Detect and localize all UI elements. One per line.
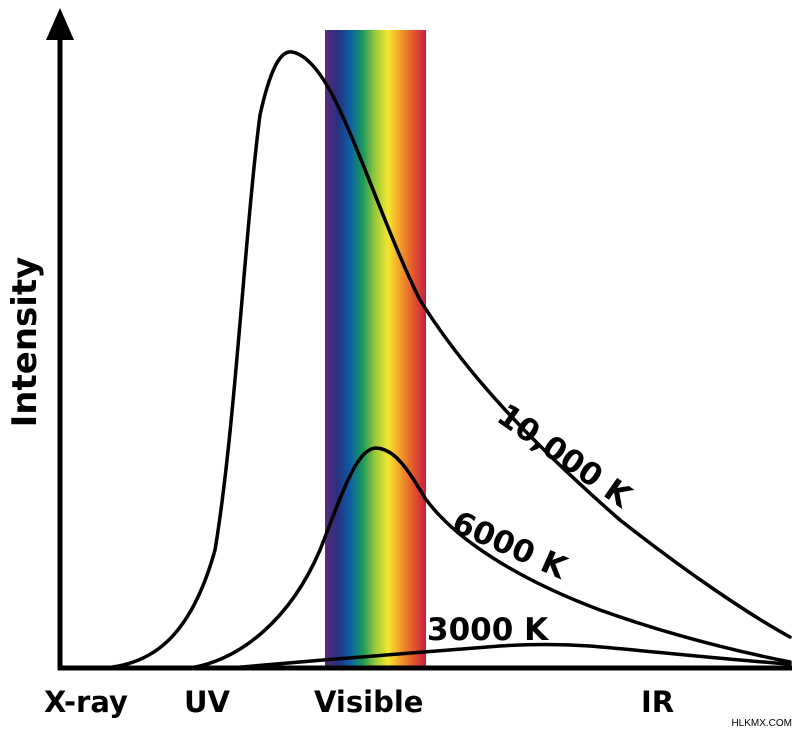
band-label-ir: IR (641, 685, 674, 719)
band-label-uv: UV (184, 685, 231, 719)
label-6000k: 6000 K (447, 504, 573, 587)
watermark-text: HLKMX.COM (731, 718, 792, 729)
label-10000k: 10,000 K (490, 397, 638, 516)
label-3000k: 3000 K (427, 612, 549, 648)
axes (46, 8, 792, 671)
curve-3000k (228, 642, 792, 670)
visible-spectrum-band (325, 30, 426, 670)
band-label-visible: Visible (314, 685, 423, 719)
y-axis-arrow (46, 8, 74, 40)
y-axis-title: Intensity (5, 257, 45, 428)
curve-labels: 10,000 K 6000 K 3000 K (427, 397, 638, 648)
curve-6000k (188, 446, 792, 670)
curves (103, 50, 792, 670)
curve-10000k (103, 50, 792, 670)
x-band-labels: X-ray UV Visible IR (44, 685, 674, 719)
band-label-xray: X-ray (44, 685, 128, 719)
